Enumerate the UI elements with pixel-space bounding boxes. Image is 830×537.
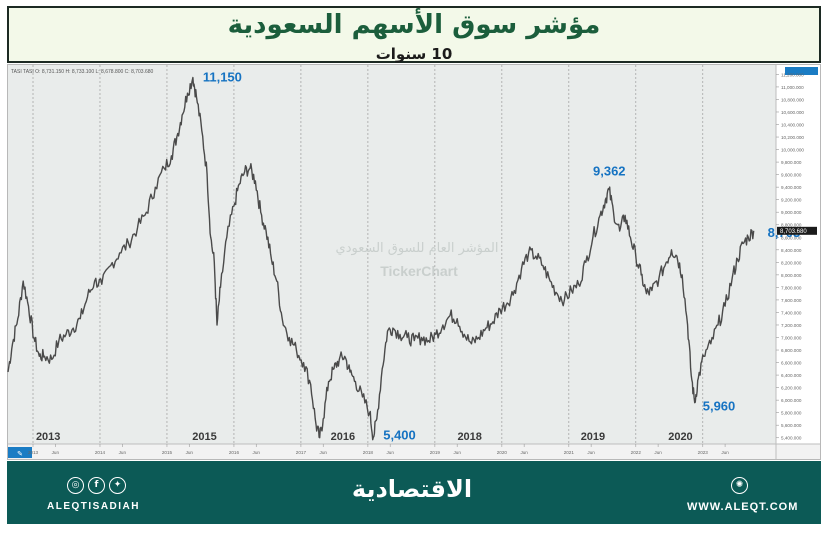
y-tick-label-6000: 6,000.000 <box>781 398 802 403</box>
brand-logo: الاقتصادية <box>351 475 473 503</box>
x-tick-label-4: 2015 <box>162 450 173 455</box>
y-tick-label-9000: 9,000.000 <box>781 210 802 215</box>
y-tick-label-8000: 8,000.000 <box>781 273 802 278</box>
logo-button-icon: ✎ <box>17 450 23 458</box>
y-tick-label-9800: 9,800.000 <box>781 160 802 165</box>
annotation-11150: 11,150 <box>203 70 242 85</box>
x-tick-label-12: 2019 <box>430 450 441 455</box>
watermark-text: المؤشر العام للسوق السعودي <box>336 241 499 256</box>
y-tick-label-5800: 5,800.000 <box>781 411 802 416</box>
price-chart: ✎ 5,400.000 5,600.000 5,800.000 6,000.000 6,… <box>7 64 821 460</box>
y-tick-label-7400: 7,400.000 <box>781 310 802 315</box>
year-label-2019: 2019 <box>581 431 605 443</box>
brand-badge <box>785 67 818 75</box>
title-box: مؤشر سوق الأسهم السعودية 10 سنوات <box>7 6 821 63</box>
bottom-axis-bar <box>8 444 820 459</box>
year-label-2018: 2018 <box>457 431 481 443</box>
x-tick-label-6: 2016 <box>229 450 240 455</box>
y-tick-label-7200: 7,200.000 <box>781 323 802 328</box>
last-value-badge <box>777 226 817 235</box>
year-label-2013: 2013 <box>36 431 60 443</box>
ticker-legend: TASI TASI O: 8,731.150 H: 8,733.100 L: 8… <box>11 69 154 75</box>
plot-background <box>8 65 776 444</box>
footer-bar: ◎ f ✦ ALEQTISADIAH الاقتصادية ✺ WWW.ALEQ… <box>7 461 821 524</box>
twitter-icon[interactable]: ✦ <box>109 477 126 494</box>
x-tick-label-7: Jun <box>253 450 261 455</box>
annotation-5960: 5,960 <box>703 399 736 414</box>
instagram-icon[interactable]: ◎ <box>67 477 84 494</box>
y-tick-label-7800: 7,800.000 <box>781 285 802 290</box>
x-tick-label-8: 2017 <box>296 450 307 455</box>
y-tick-label-8400: 8,400.000 <box>781 248 802 253</box>
x-axis-ticks: 2013 Jun 2014 Jun 2015 Jun 2016 Jun 2017 Jun 2018 J… <box>28 444 729 455</box>
y-axis-ticks: 5,400.000 5,600.000 5,800.000 6,000.000 6,20… <box>776 72 804 441</box>
y-tick-label-10600: 10,600.000 <box>781 110 804 115</box>
y-tick-label-8200: 8,200.000 <box>781 260 802 265</box>
x-tick-label-19: Jun <box>654 450 662 455</box>
year-label-2016: 2016 <box>331 431 355 443</box>
y-tick-label-9400: 9,400.000 <box>781 185 802 190</box>
y-tick-label-10800: 10,800.000 <box>781 97 804 102</box>
y-tick-label-6400: 6,400.000 <box>781 373 802 378</box>
y-tick-label-11000: 11,000.000 <box>781 85 804 90</box>
x-tick-label-1: Jun <box>52 450 60 455</box>
x-tick-label-0: 2013 <box>28 450 39 455</box>
x-tick-label-11: Jun <box>387 450 395 455</box>
x-tick-label-15: Jun <box>520 450 528 455</box>
web-icon[interactable]: ✺ <box>731 477 748 494</box>
chart-area: ✎ 5,400.000 5,600.000 5,800.000 6,000.000 6,… <box>7 64 821 460</box>
watermark-brand: TickerChart <box>380 263 458 279</box>
x-tick-label-5: Jun <box>186 450 194 455</box>
annotation-9362: 9,362 <box>593 164 626 179</box>
social-icons: ◎ f ✦ <box>67 477 126 494</box>
y-tick-label-5600: 5,600.000 <box>781 423 802 428</box>
y-tick-label-7600: 7,600.000 <box>781 298 802 303</box>
year-label-2015: 2015 <box>192 431 216 443</box>
tasi-price-line <box>7 76 755 441</box>
y-tick-label-6600: 6,600.000 <box>781 361 802 366</box>
y-tick-label-8800: 8,800.000 <box>781 223 802 228</box>
chart-title: مؤشر سوق الأسهم السعودية <box>227 10 601 40</box>
y-tick-label-10000: 10,000.000 <box>781 148 804 153</box>
y-tick-label-9200: 9,200.000 <box>781 198 802 203</box>
x-tick-label-16: 2021 <box>564 450 575 455</box>
y-tick-label-10200: 10,200.000 <box>781 135 804 140</box>
x-tick-label-14: 2020 <box>497 450 508 455</box>
facebook-icon[interactable]: f <box>88 477 105 494</box>
x-tick-label-20: 2023 <box>698 450 709 455</box>
year-label-2020: 2020 <box>668 431 692 443</box>
y-tick-label-6200: 6,200.000 <box>781 386 802 391</box>
x-tick-label-9: Jun <box>320 450 328 455</box>
y-tick-label-6800: 6,800.000 <box>781 348 802 353</box>
y-tick-label-8600: 8,600.000 <box>781 235 802 240</box>
last-value-label: 8,703.680 <box>780 229 807 235</box>
chart-subtitle: 10 سنوات <box>375 45 453 63</box>
social-handle[interactable]: ALEQTISADIAH <box>47 501 140 512</box>
x-tick-label-21: Jun <box>721 450 729 455</box>
year-labels: 2013 2015 2016 2018 2019 2020 <box>36 431 693 443</box>
x-tick-label-10: 2018 <box>363 450 374 455</box>
x-tick-label-17: Jun <box>587 450 595 455</box>
x-tick-label-3: Jun <box>119 450 127 455</box>
right-axis-panel <box>776 65 820 444</box>
logo-button[interactable] <box>8 447 32 458</box>
x-tick-label-2: 2014 <box>95 450 106 455</box>
y-tick-label-11200: 11,200.000 <box>781 72 804 77</box>
y-tick-label-7000: 7,000.000 <box>781 336 802 341</box>
x-tick-label-18: 2022 <box>631 450 642 455</box>
x-tick-label-13: Jun <box>453 450 461 455</box>
y-tick-label-5400: 5,400.000 <box>781 436 802 441</box>
y-tick-label-9600: 9,600.000 <box>781 173 802 178</box>
website-link[interactable]: WWW.ALEQT.COM <box>687 501 799 513</box>
annotation-5400: 5,400 <box>383 428 416 443</box>
y-tick-label-10400: 10,400.000 <box>781 123 804 128</box>
